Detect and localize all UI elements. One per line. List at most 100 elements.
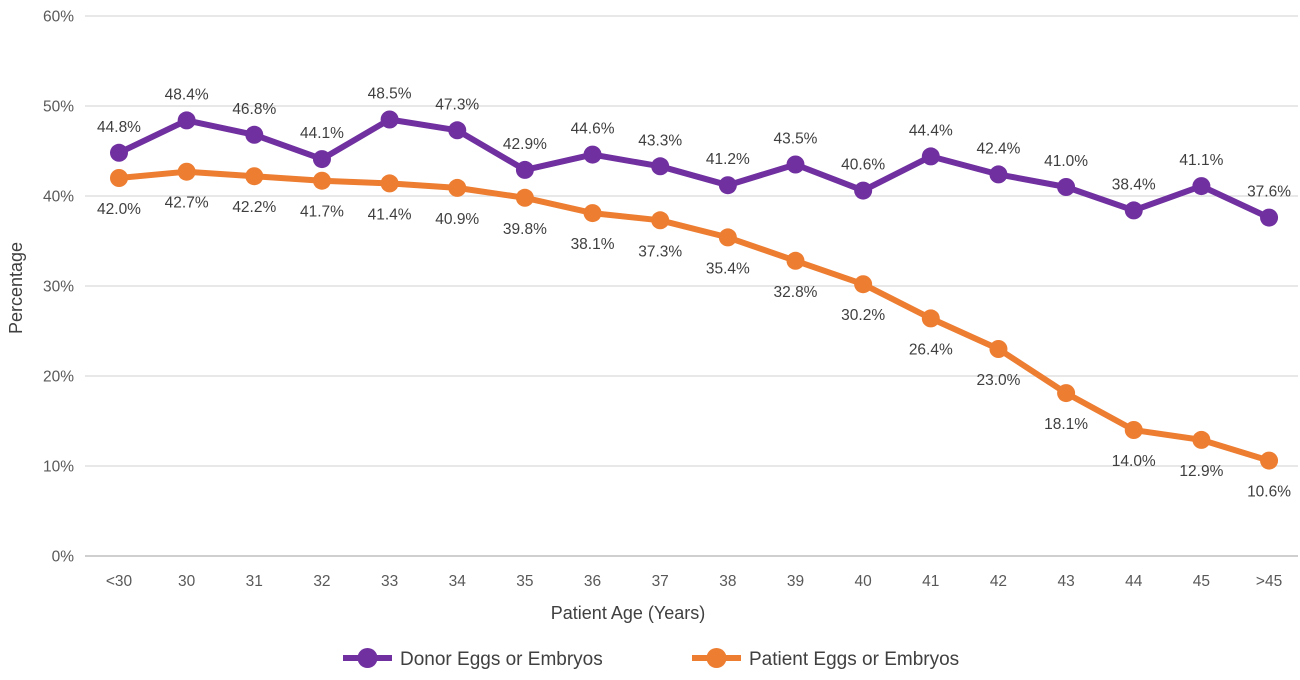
- y-axis-title: Percentage: [6, 242, 26, 334]
- y-tick-label: 10%: [43, 459, 74, 476]
- x-tick-label: 43: [1057, 573, 1074, 590]
- data-point-marker-donor-eggs-or-embryos: [1124, 201, 1143, 220]
- series-line-donor-eggs-or-embryos: [116, 116, 1273, 221]
- x-tick-label: 33: [381, 573, 398, 590]
- data-point-marker-donor-eggs-or-embryos: [651, 157, 670, 176]
- data-point-marker-donor-eggs-or-embryos: [515, 160, 534, 179]
- data-point-marker-patient-eggs-or-embryos: [921, 309, 940, 328]
- data-point-label-donor-eggs-or-embryos: 43.3%: [638, 132, 682, 149]
- data-point-marker-patient-eggs-or-embryos: [110, 169, 128, 187]
- x-tick-label: 30: [178, 573, 196, 590]
- data-point-marker-donor-eggs-or-embryos: [718, 176, 737, 195]
- data-point-label-donor-eggs-or-embryos: 44.1%: [300, 125, 344, 142]
- data-point-label-patient-eggs-or-embryos: 18.1%: [1044, 416, 1088, 433]
- data-point-label-patient-eggs-or-embryos: 23.0%: [976, 372, 1020, 389]
- data-point-label-donor-eggs-or-embryos: 44.8%: [97, 119, 141, 136]
- data-point-label-patient-eggs-or-embryos: 38.1%: [571, 236, 615, 253]
- data-point-label-donor-eggs-or-embryos: 44.6%: [571, 121, 615, 138]
- data-point-marker-donor-eggs-or-embryos: [312, 150, 331, 169]
- data-point-label-donor-eggs-or-embryos: 48.4%: [165, 86, 209, 103]
- data-point-marker-patient-eggs-or-embryos: [380, 174, 399, 193]
- data-point-label-patient-eggs-or-embryos: 14.0%: [1112, 453, 1156, 470]
- x-axis-title: Patient Age (Years): [551, 603, 705, 623]
- data-point-marker-patient-eggs-or-embryos: [854, 275, 873, 294]
- x-tick-label: <30: [106, 573, 133, 590]
- legend-point-marker: [706, 648, 727, 668]
- data-point-marker-patient-eggs-or-embryos: [448, 178, 467, 197]
- y-tick-label: 60%: [43, 9, 74, 26]
- data-point-marker-patient-eggs-or-embryos: [786, 251, 805, 270]
- data-point-label-donor-eggs-or-embryos: 43.5%: [774, 131, 818, 148]
- data-point-marker-donor-eggs-or-embryos: [786, 155, 805, 174]
- data-point-label-donor-eggs-or-embryos: 37.6%: [1247, 184, 1291, 201]
- data-point-label-patient-eggs-or-embryos: 39.8%: [503, 221, 547, 238]
- x-tick-label: 35: [516, 573, 533, 590]
- data-point-marker-donor-eggs-or-embryos: [1260, 208, 1279, 227]
- data-point-label-donor-eggs-or-embryos: 41.2%: [706, 151, 750, 168]
- data-point-label-donor-eggs-or-embryos: 42.4%: [976, 140, 1020, 157]
- data-point-label-donor-eggs-or-embryos: 41.0%: [1044, 153, 1088, 170]
- data-point-label-patient-eggs-or-embryos: 40.9%: [435, 211, 479, 228]
- data-point-label-patient-eggs-or-embryos: 42.0%: [97, 201, 141, 218]
- data-point-marker-patient-eggs-or-embryos: [1192, 430, 1211, 449]
- data-label-layer: 44.8% 48.4% 46.8% 44.1% 48.5% 47.3% 42.9% 44.6%…: [97, 86, 1291, 501]
- data-point-marker-patient-eggs-or-embryos: [1124, 421, 1143, 439]
- y-tick-label: 20%: [43, 369, 74, 386]
- data-point-marker-donor-eggs-or-embryos: [448, 121, 467, 140]
- data-point-marker-patient-eggs-or-embryos: [245, 167, 264, 186]
- series-line-patient-eggs-or-embryos: [116, 168, 1273, 464]
- data-point-marker-donor-eggs-or-embryos: [921, 147, 940, 166]
- x-tick-label: 38: [719, 573, 736, 590]
- data-point-label-donor-eggs-or-embryos: 47.3%: [435, 96, 479, 113]
- x-tick-label: 36: [584, 573, 601, 590]
- data-point-marker-donor-eggs-or-embryos: [380, 110, 399, 129]
- x-tick-label: 45: [1193, 573, 1210, 590]
- y-axis-tick-labels: 0% 10% 20% 30% 40% 50% 60%: [43, 9, 74, 566]
- legend-item-patient-eggs-or-embryos: Patient Eggs or Embryos: [692, 648, 959, 670]
- legend-label: Patient Eggs or Embryos: [749, 649, 959, 670]
- x-tick-label: 34: [449, 573, 467, 590]
- legend-label: Donor Eggs or Embryos: [400, 649, 603, 670]
- data-point-marker-donor-eggs-or-embryos: [854, 181, 873, 200]
- data-point-label-patient-eggs-or-embryos: 42.7%: [165, 195, 209, 212]
- legend-item-donor-eggs-or-embryos: Donor Eggs or Embryos: [343, 648, 603, 670]
- data-point-marker-donor-eggs-or-embryos: [583, 145, 602, 164]
- data-point-marker-patient-eggs-or-embryos: [515, 188, 534, 207]
- x-tick-label: 41: [922, 573, 939, 590]
- data-point-label-patient-eggs-or-embryos: 32.8%: [774, 284, 818, 301]
- x-tick-label: 39: [787, 573, 804, 590]
- data-point-label-donor-eggs-or-embryos: 40.6%: [841, 157, 885, 174]
- data-point-marker-patient-eggs-or-embryos: [989, 340, 1008, 358]
- data-point-marker-patient-eggs-or-embryos: [1057, 384, 1076, 403]
- data-point-label-patient-eggs-or-embryos: 41.7%: [300, 204, 344, 221]
- data-point-marker-donor-eggs-or-embryos: [245, 125, 264, 144]
- data-point-label-patient-eggs-or-embryos: 12.9%: [1179, 463, 1223, 480]
- data-point-label-donor-eggs-or-embryos: 48.5%: [368, 86, 412, 103]
- data-point-label-donor-eggs-or-embryos: 44.4%: [909, 122, 953, 139]
- y-tick-label: 0%: [52, 549, 75, 566]
- data-point-marker-patient-eggs-or-embryos: [718, 228, 737, 247]
- legend-point-marker: [357, 648, 378, 668]
- data-point-label-patient-eggs-or-embryos: 26.4%: [909, 341, 953, 358]
- x-tick-label: 32: [313, 573, 330, 590]
- data-point-label-donor-eggs-or-embryos: 41.1%: [1179, 152, 1223, 169]
- legend: Donor Eggs or Embryos Patient Eggs or Emb…: [343, 648, 959, 670]
- data-point-marker-donor-eggs-or-embryos: [1192, 177, 1211, 196]
- y-tick-label: 40%: [43, 189, 74, 206]
- data-point-label-patient-eggs-or-embryos: 37.3%: [638, 243, 682, 260]
- x-tick-label: >45: [1256, 573, 1282, 590]
- data-point-label-patient-eggs-or-embryos: 30.2%: [841, 307, 885, 324]
- x-axis-tick-labels: <30 30 31 32 33 34 35 36 37 38 39 40 41 42 43 44 45 >45: [106, 573, 1282, 590]
- data-point-label-patient-eggs-or-embryos: 41.4%: [368, 206, 412, 223]
- data-point-marker-patient-eggs-or-embryos: [583, 204, 602, 223]
- x-tick-label: 44: [1125, 573, 1143, 590]
- data-point-marker-patient-eggs-or-embryos: [1260, 451, 1279, 470]
- x-tick-label: 42: [990, 573, 1007, 590]
- x-tick-label: 37: [652, 573, 669, 590]
- data-point-label-donor-eggs-or-embryos: 46.8%: [232, 101, 276, 118]
- data-point-label-patient-eggs-or-embryos: 35.4%: [706, 260, 750, 277]
- x-tick-label: 31: [246, 573, 263, 590]
- data-point-marker-patient-eggs-or-embryos: [651, 211, 670, 230]
- data-point-marker-donor-eggs-or-embryos: [989, 165, 1008, 184]
